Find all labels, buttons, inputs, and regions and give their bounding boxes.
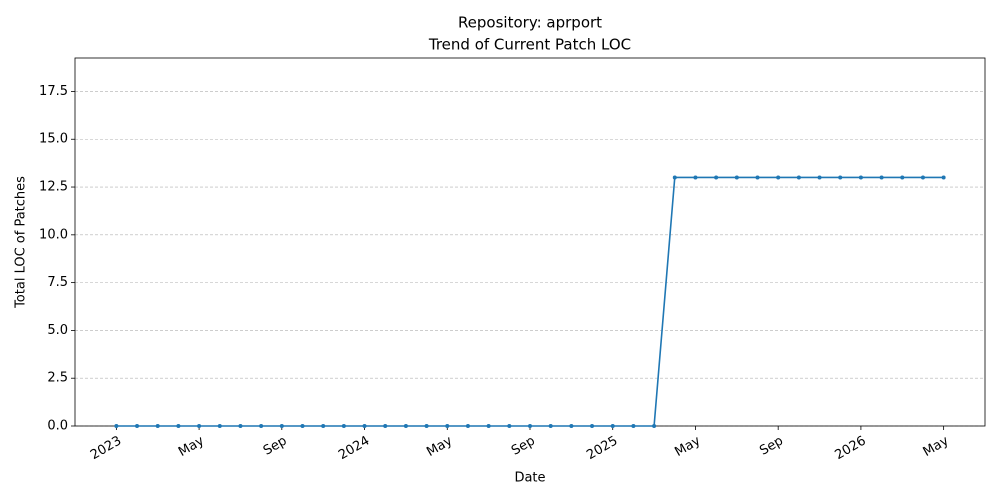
y-tick-label: 7.5 <box>47 275 68 290</box>
data-point <box>548 424 553 428</box>
y-tick-label: 17.5 <box>39 84 68 99</box>
data-point <box>652 424 657 428</box>
data-point <box>321 424 326 428</box>
data-point <box>900 175 905 180</box>
plot-frame <box>74 57 986 427</box>
chart-subtitle: Trend of Current Patch LOC <box>428 36 631 54</box>
x-tick-label: Sep <box>509 434 538 459</box>
data-point <box>403 424 408 428</box>
data-point <box>838 175 843 180</box>
data-point <box>507 424 512 428</box>
data-point <box>796 175 801 180</box>
y-tick-label: 10.0 <box>39 227 68 242</box>
data-point <box>610 424 615 428</box>
x-tick-label: 2026 <box>832 434 868 464</box>
data-point <box>693 175 698 180</box>
data-point <box>941 175 946 180</box>
chart-title: Repository: aprport <box>458 14 602 32</box>
data-point <box>424 424 429 428</box>
x-tick-label: May <box>672 433 703 460</box>
data-point <box>362 424 367 428</box>
data-point <box>135 424 140 428</box>
data-point <box>858 175 863 180</box>
data-line <box>116 176 944 427</box>
data-point <box>817 175 822 180</box>
y-tick-label: 15.0 <box>39 132 68 147</box>
data-point <box>920 175 925 180</box>
data-point <box>300 424 305 428</box>
data-point <box>465 424 470 428</box>
data-point <box>155 424 160 428</box>
data-point <box>445 424 450 428</box>
data-point <box>176 424 181 428</box>
data-point <box>734 175 739 180</box>
data-point <box>217 424 222 428</box>
y-tick-label: 5.0 <box>47 323 68 338</box>
x-axis-label: Date <box>514 471 545 486</box>
data-point <box>114 424 119 428</box>
data-point <box>238 424 243 428</box>
data-point <box>528 424 532 428</box>
data-point <box>590 424 595 428</box>
y-tick-label: 0.0 <box>47 419 68 434</box>
data-point <box>714 175 719 180</box>
data-point <box>776 175 781 180</box>
data-point <box>569 424 574 428</box>
x-tick-label: Sep <box>757 434 786 459</box>
data-point <box>631 424 636 428</box>
x-tick-label: 2024 <box>336 434 372 464</box>
data-point <box>383 424 388 428</box>
y-tick-label: 12.5 <box>39 180 68 195</box>
data-point <box>279 424 284 428</box>
x-tick-label: 2023 <box>88 434 124 464</box>
y-tick-label: 2.5 <box>47 371 68 386</box>
data-point <box>197 424 202 428</box>
data-point <box>486 424 491 428</box>
data-point <box>879 175 884 180</box>
x-tick-label: May <box>176 433 207 460</box>
x-tick-label: Sep <box>261 434 290 459</box>
y-axis-label: Total LOC of Patches <box>14 176 29 309</box>
x-tick-label: 2025 <box>584 434 620 464</box>
x-tick-label: May <box>921 433 952 460</box>
x-tick-label: May <box>424 433 455 460</box>
data-point <box>755 175 760 180</box>
data-point <box>341 424 346 428</box>
data-point <box>259 424 264 428</box>
data-point <box>672 175 677 180</box>
